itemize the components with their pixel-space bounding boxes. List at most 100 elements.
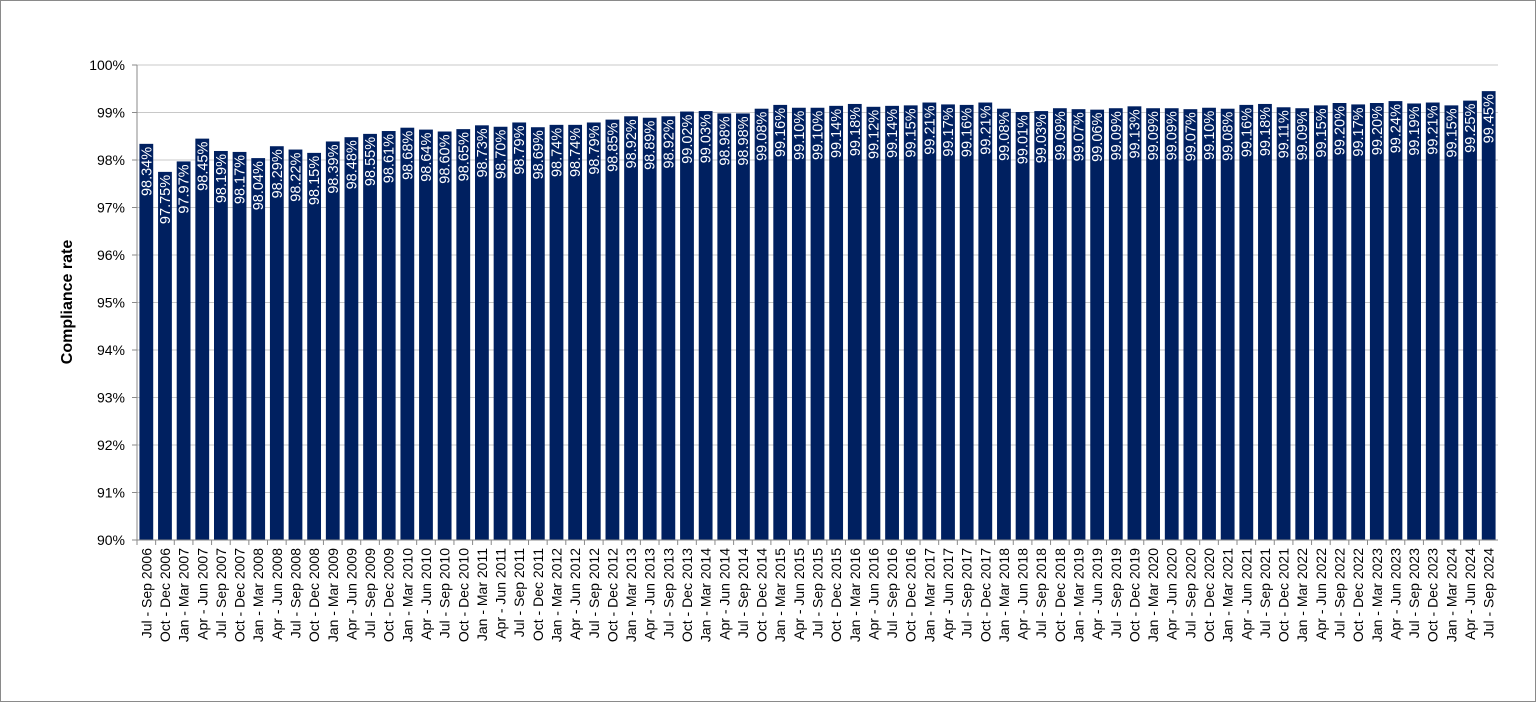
bar bbox=[1276, 107, 1291, 541]
bar bbox=[1407, 103, 1422, 540]
data-label: 98.19% bbox=[214, 154, 230, 203]
x-tick-label: Jul - Sep 2014 bbox=[735, 548, 751, 638]
data-label: 99.09% bbox=[1165, 111, 1181, 160]
bar bbox=[325, 141, 340, 540]
bar bbox=[810, 107, 825, 540]
bar bbox=[586, 122, 601, 540]
data-label: 98.79% bbox=[512, 125, 528, 174]
data-label: 99.15% bbox=[904, 108, 920, 157]
x-tick-label: Jan - Mar 2012 bbox=[548, 548, 564, 642]
x-tick-label: Jan - Mar 2023 bbox=[1369, 548, 1385, 642]
data-label: 98.85% bbox=[605, 123, 621, 172]
y-tick-label: 92% bbox=[97, 437, 125, 453]
bar bbox=[269, 146, 284, 540]
bar bbox=[381, 131, 396, 540]
bar bbox=[1425, 102, 1440, 541]
y-tick-label: 99% bbox=[97, 105, 125, 121]
x-tick-label: Jan - Mar 2010 bbox=[399, 548, 415, 642]
bar bbox=[1127, 106, 1142, 540]
data-label: 99.24% bbox=[1388, 104, 1404, 153]
data-label: 99.10% bbox=[792, 111, 808, 160]
data-label: 99.03% bbox=[1034, 114, 1050, 163]
bar bbox=[419, 129, 433, 540]
bar bbox=[605, 119, 620, 540]
data-label: 99.45% bbox=[1482, 94, 1498, 143]
data-label: 99.07% bbox=[1183, 112, 1199, 161]
bar bbox=[288, 149, 303, 541]
data-label: 99.16% bbox=[960, 108, 976, 157]
bar bbox=[1108, 108, 1123, 540]
x-tick-label: Apr - Jun 2019 bbox=[1089, 548, 1105, 640]
x-tick-label: Oct - Dec 2010 bbox=[455, 548, 471, 642]
data-label: 99.18% bbox=[848, 107, 864, 156]
bar bbox=[1239, 104, 1254, 541]
x-tick-label: Jan - Mar 2017 bbox=[921, 548, 937, 642]
bar bbox=[1332, 103, 1347, 540]
x-tick-label: Apr - Jun 2012 bbox=[567, 548, 583, 640]
bar bbox=[1071, 109, 1086, 541]
data-label: 99.08% bbox=[755, 112, 771, 161]
y-tick-label: 100% bbox=[89, 57, 125, 73]
data-label: 99.17% bbox=[1351, 107, 1367, 156]
data-label: 99.18% bbox=[1258, 107, 1274, 156]
data-label: 98.68% bbox=[400, 131, 416, 180]
data-label: 99.16% bbox=[1239, 108, 1255, 157]
y-tick-label: 90% bbox=[97, 532, 125, 548]
y-axis-ticks: 90% 91% 92% 93% 94% 95% 96% 97% 98% 99% 100% bbox=[89, 57, 137, 548]
bar bbox=[176, 161, 191, 541]
bar bbox=[829, 105, 844, 540]
x-tick-label: Jul - Sep 2016 bbox=[884, 548, 900, 638]
data-label: 99.14% bbox=[829, 109, 845, 158]
bar bbox=[1388, 101, 1403, 540]
data-label: 99.14% bbox=[885, 109, 901, 158]
x-tick-label: Oct - Dec 2011 bbox=[530, 548, 546, 641]
x-tick-label: Apr - Jun 2022 bbox=[1313, 548, 1329, 640]
x-axis-ticks: Jul - Sep 2006 Oct - Dec 2006 Jan - Mar 20… bbox=[136, 540, 1497, 642]
bar bbox=[1369, 103, 1384, 540]
bar bbox=[1034, 111, 1049, 540]
data-label: 98.98% bbox=[736, 116, 752, 165]
data-label: 99.09% bbox=[1053, 111, 1069, 160]
bar bbox=[903, 105, 918, 540]
bar bbox=[1351, 104, 1366, 541]
x-tick-label: Jul - Sep 2009 bbox=[362, 548, 378, 638]
x-tick-label: Oct - Dec 2017 bbox=[977, 548, 993, 642]
y-tick-label: 96% bbox=[97, 247, 125, 263]
bar bbox=[885, 105, 899, 540]
bar bbox=[941, 104, 955, 541]
x-tick-label: Jan - Mar 2008 bbox=[250, 548, 266, 642]
x-tick-label: Jul - Sep 2018 bbox=[1033, 548, 1049, 638]
data-label: 99.13% bbox=[1127, 109, 1143, 158]
x-tick-label: Apr - Jun 2010 bbox=[418, 548, 434, 640]
x-tick-label: Oct - Dec 2007 bbox=[232, 548, 248, 642]
data-label: 99.06% bbox=[1090, 113, 1106, 162]
y-tick-label: 91% bbox=[97, 485, 125, 501]
data-label: 98.74% bbox=[568, 128, 584, 177]
bar bbox=[1481, 91, 1496, 540]
x-tick-label: Apr - Jun 2021 bbox=[1238, 548, 1254, 640]
bar bbox=[1220, 108, 1235, 540]
x-tick-label: Jan - Mar 2011 bbox=[474, 548, 490, 641]
bar bbox=[978, 102, 993, 541]
data-label: 98.45% bbox=[195, 142, 211, 191]
x-tick-label: Jan - Mar 2018 bbox=[996, 548, 1012, 642]
x-tick-label: Oct - Dec 2023 bbox=[1425, 548, 1441, 642]
x-tick-label: Oct - Dec 2012 bbox=[604, 548, 620, 642]
bar bbox=[549, 124, 564, 540]
x-tick-label: Apr - Jun 2013 bbox=[642, 548, 658, 640]
x-tick-label: Jan - Mar 2015 bbox=[772, 548, 788, 642]
data-label: 99.08% bbox=[997, 112, 1013, 161]
y-tick-label: 95% bbox=[97, 295, 125, 311]
data-label: 98.29% bbox=[270, 149, 286, 198]
data-label: 98.92% bbox=[661, 119, 677, 168]
x-tick-label: Jan - Mar 2024 bbox=[1443, 548, 1459, 642]
x-tick-label: Jan - Mar 2019 bbox=[1071, 548, 1087, 642]
x-tick-label: Apr - Jun 2016 bbox=[865, 548, 881, 640]
x-tick-label: Jul - Sep 2022 bbox=[1332, 548, 1348, 638]
data-label: 99.11% bbox=[1277, 110, 1293, 158]
bar bbox=[661, 116, 676, 541]
bar bbox=[251, 158, 266, 540]
y-tick-label: 97% bbox=[97, 200, 125, 216]
y-tick-label: 94% bbox=[97, 342, 125, 358]
